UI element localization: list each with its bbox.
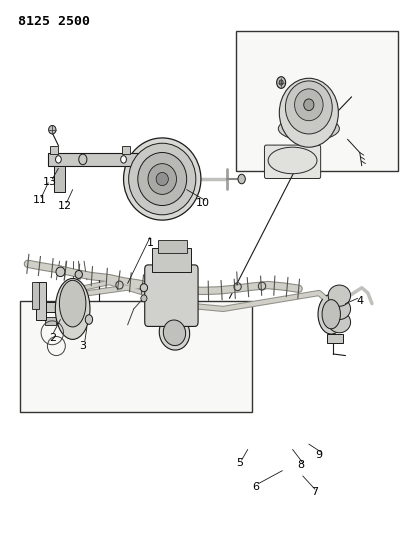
Ellipse shape: [79, 154, 87, 165]
Text: 5: 5: [236, 458, 243, 467]
Bar: [267, 147, 316, 174]
Ellipse shape: [327, 285, 350, 306]
Ellipse shape: [120, 156, 126, 163]
Ellipse shape: [279, 80, 283, 85]
Text: 9: 9: [315, 450, 322, 460]
Text: 4: 4: [355, 296, 362, 306]
Bar: [121, 146, 129, 154]
Ellipse shape: [148, 164, 176, 195]
Ellipse shape: [278, 117, 339, 141]
Bar: [45, 317, 56, 325]
Bar: [50, 146, 58, 154]
Text: 11: 11: [33, 195, 47, 205]
Ellipse shape: [156, 172, 168, 185]
Ellipse shape: [49, 125, 56, 134]
Ellipse shape: [285, 81, 331, 134]
Text: 8: 8: [297, 461, 303, 470]
Ellipse shape: [59, 280, 85, 327]
Bar: [152, 248, 190, 272]
FancyBboxPatch shape: [144, 265, 198, 326]
Text: 8125 2500: 8125 2500: [18, 14, 90, 28]
Ellipse shape: [327, 298, 350, 319]
Text: 1: 1: [146, 238, 153, 248]
Text: 12: 12: [57, 200, 72, 211]
Ellipse shape: [128, 143, 196, 215]
Ellipse shape: [303, 99, 313, 111]
Ellipse shape: [141, 295, 146, 302]
Bar: [42, 302, 58, 312]
Ellipse shape: [75, 270, 82, 278]
FancyBboxPatch shape: [264, 145, 320, 179]
Text: 13: 13: [43, 176, 57, 187]
Bar: [235, 30, 398, 171]
Ellipse shape: [159, 316, 189, 350]
Bar: [54, 166, 64, 192]
Text: 10: 10: [196, 198, 209, 208]
Ellipse shape: [267, 147, 316, 174]
Ellipse shape: [140, 284, 147, 292]
Ellipse shape: [279, 78, 337, 147]
Text: 6: 6: [252, 481, 259, 491]
Ellipse shape: [85, 315, 92, 324]
Ellipse shape: [55, 278, 90, 340]
Ellipse shape: [123, 138, 200, 220]
Bar: [326, 334, 343, 343]
Ellipse shape: [294, 89, 322, 120]
Ellipse shape: [163, 320, 185, 345]
Bar: [36, 282, 46, 319]
Ellipse shape: [137, 152, 186, 206]
Ellipse shape: [276, 77, 285, 88]
Ellipse shape: [56, 267, 65, 277]
Text: 2: 2: [49, 333, 56, 343]
Bar: [20, 301, 251, 413]
Bar: [32, 282, 39, 309]
Ellipse shape: [321, 300, 339, 329]
Ellipse shape: [317, 294, 344, 334]
Text: 7: 7: [310, 487, 318, 497]
Ellipse shape: [327, 312, 350, 333]
Text: 3: 3: [79, 341, 86, 351]
Ellipse shape: [237, 174, 245, 184]
Bar: [48, 152, 137, 166]
Ellipse shape: [55, 156, 61, 163]
Bar: [158, 240, 186, 253]
